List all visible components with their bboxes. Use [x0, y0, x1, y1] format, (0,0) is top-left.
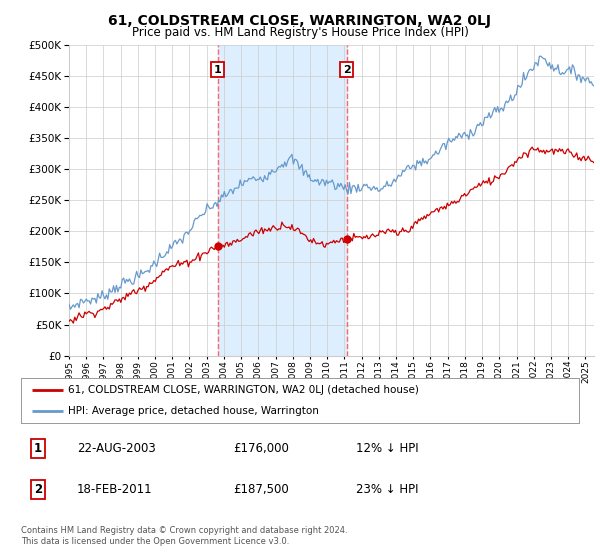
Text: 18-FEB-2011: 18-FEB-2011	[77, 483, 152, 496]
Text: 61, COLDSTREAM CLOSE, WARRINGTON, WA2 0LJ (detached house): 61, COLDSTREAM CLOSE, WARRINGTON, WA2 0L…	[68, 385, 419, 395]
Text: 2: 2	[34, 483, 42, 496]
Text: 1: 1	[214, 64, 221, 74]
Text: Price paid vs. HM Land Registry's House Price Index (HPI): Price paid vs. HM Land Registry's House …	[131, 26, 469, 39]
Text: 12% ↓ HPI: 12% ↓ HPI	[356, 442, 418, 455]
Text: 23% ↓ HPI: 23% ↓ HPI	[356, 483, 418, 496]
Text: HPI: Average price, detached house, Warrington: HPI: Average price, detached house, Warr…	[68, 405, 319, 416]
Text: 2: 2	[343, 64, 350, 74]
Text: £176,000: £176,000	[233, 442, 289, 455]
Bar	[218, 45, 347, 356]
Text: Contains HM Land Registry data © Crown copyright and database right 2024.
This d: Contains HM Land Registry data © Crown c…	[21, 526, 347, 546]
Text: 61, COLDSTREAM CLOSE, WARRINGTON, WA2 0LJ: 61, COLDSTREAM CLOSE, WARRINGTON, WA2 0L…	[109, 14, 491, 28]
Text: 1: 1	[34, 442, 42, 455]
Text: 22-AUG-2003: 22-AUG-2003	[77, 442, 155, 455]
Text: £187,500: £187,500	[233, 483, 289, 496]
